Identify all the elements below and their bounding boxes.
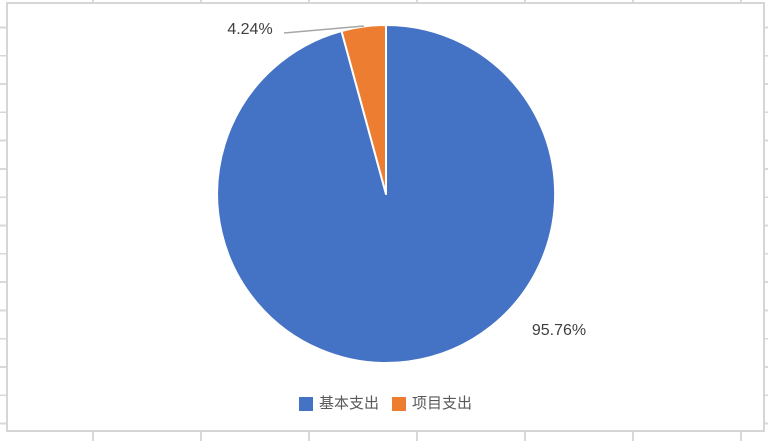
legend-item-project-expenditure[interactable]: 项目支出	[392, 396, 472, 412]
data-label-basic-expenditure: 95.76%	[531, 322, 587, 339]
leader-line	[283, 25, 365, 34]
legend-label: 基本支出	[318, 395, 379, 412]
chart-legend: 基本支出 项目支出	[8, 396, 763, 412]
legend-label: 项目支出	[412, 395, 473, 412]
legend-swatch-orange	[392, 397, 406, 411]
pie-plot-area	[216, 24, 557, 364]
data-label-project-expenditure: 4.24%	[227, 21, 273, 38]
legend-swatch-blue	[298, 397, 313, 411]
legend-item-basic-expenditure[interactable]: 基本支出	[298, 395, 379, 412]
pie-chart-object[interactable]: 4.24% 95.76% 基本支出 项目支出	[6, 2, 765, 432]
